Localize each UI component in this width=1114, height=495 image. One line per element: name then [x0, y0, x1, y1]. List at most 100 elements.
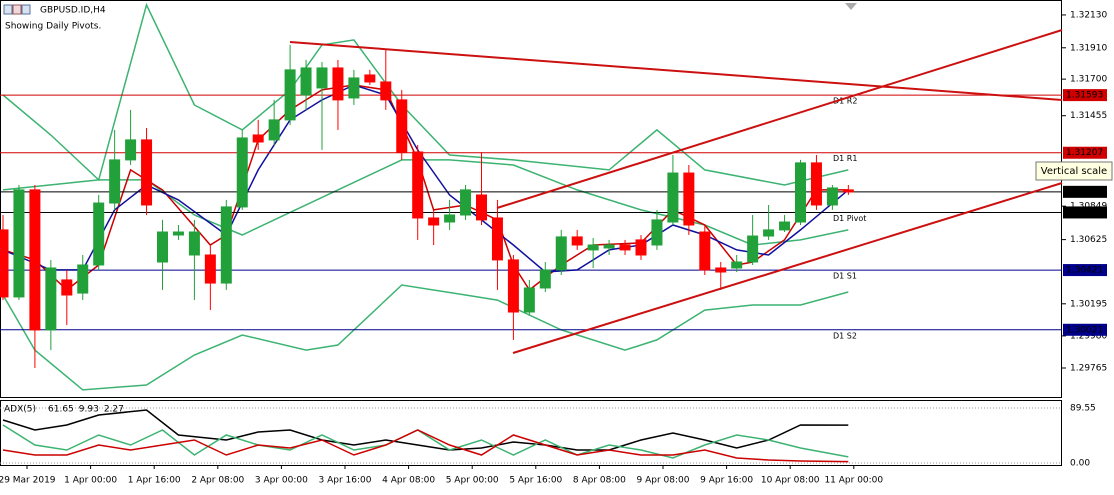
candle-body: [779, 221, 791, 231]
candle-body: [491, 217, 503, 261]
price-panel: [0, 0, 1062, 398]
tooltip: Vertical scale: [1035, 161, 1113, 181]
candle-body: [428, 217, 440, 226]
x-tick-label: 3 Apr 00:00: [255, 476, 308, 486]
x-tick-label: 9 Apr 16:00: [700, 476, 753, 486]
y-tick-label: 1.31700: [1070, 75, 1107, 85]
candle-body: [348, 77, 360, 99]
tooltip-text: Vertical scale: [1041, 166, 1107, 177]
candle-body: [268, 119, 280, 141]
x-tick-label: 29 Mar 2019: [0, 476, 56, 486]
price-box-label: 1.31207: [1066, 148, 1103, 158]
y-tick-label: 1.30195: [1070, 299, 1107, 309]
candle-body: [284, 69, 296, 121]
candle-body: [77, 264, 89, 294]
x-tick-label: 3 Apr 16:00: [319, 476, 372, 486]
candle-body: [172, 231, 184, 236]
candle-body: [731, 261, 743, 269]
candle-body: [523, 287, 535, 313]
adx-tick-label: 0.00: [1070, 459, 1090, 469]
candle-body: [364, 74, 376, 83]
candle-body: [300, 67, 312, 96]
price-box-label: 1.30421: [1066, 266, 1103, 276]
candle-body: [45, 267, 57, 331]
pivot-label: D1 S2: [833, 331, 857, 340]
x-tick-label: 1 Apr 00:00: [64, 476, 117, 486]
candle-body: [826, 187, 838, 206]
candle-body: [13, 189, 25, 298]
candle-body: [61, 279, 73, 296]
candle-body: [667, 172, 679, 223]
candle-body: [603, 244, 615, 249]
candle-body: [699, 231, 711, 271]
adx-value: 2.27: [104, 405, 124, 415]
x-tick-label: 2 Apr 08:00: [191, 476, 244, 486]
pivot-label: D1 R2: [833, 97, 857, 106]
pivot-note: Showing Daily Pivots.: [5, 22, 101, 32]
indicator-panel: [0, 400, 1062, 466]
indicator-line: [2, 284, 849, 391]
candle-body: [109, 159, 121, 204]
x-tick-label: 10 Apr 08:00: [761, 476, 820, 486]
adx-value: 9.93: [79, 405, 99, 415]
candle-body: [555, 236, 567, 271]
indicator-line: [2, 2, 849, 186]
candle-body: [332, 67, 344, 101]
x-tick-label: 9 Apr 08:00: [637, 476, 690, 486]
price-box: [1063, 146, 1107, 159]
candle-body: [157, 231, 168, 263]
candle-body: [571, 236, 583, 246]
candle-body: [29, 189, 41, 331]
candle-body: [93, 202, 105, 266]
candle-body: [380, 81, 392, 101]
pivot-label: D1 Pivot: [833, 214, 866, 223]
x-tick-label: 5 Apr 16:00: [509, 476, 562, 486]
x-tick-label: 5 Apr 00:00: [446, 476, 499, 486]
candle-body: [396, 99, 408, 153]
candle-body: [141, 139, 153, 206]
candle-body: [747, 235, 759, 263]
candle-body: [204, 254, 216, 284]
y-tick-label: 1.31455: [1070, 111, 1107, 121]
price-box: [1063, 89, 1107, 102]
candle-body: [316, 67, 328, 89]
candle-body: [635, 239, 647, 256]
x-tick-label: 11 Apr 00:00: [824, 476, 883, 486]
adx-value: 61.65: [48, 405, 74, 415]
candle-body: [763, 229, 775, 237]
shift-marker: [845, 3, 857, 10]
pivot-label: D1 R1: [833, 154, 857, 163]
price-box: [1063, 264, 1107, 277]
x-tick-label: 1 Apr 16:00: [128, 476, 181, 486]
candle-body: [810, 162, 822, 206]
candle-body: [188, 231, 200, 256]
candle-body: [220, 206, 232, 284]
candle-body: [0, 229, 9, 298]
candle-body: [651, 219, 663, 246]
candle-body: [842, 189, 854, 193]
price-box-label: 1.30807: [1066, 208, 1103, 218]
candle-body: [252, 134, 264, 143]
candle-body: [587, 244, 599, 251]
y-tick-label: 1.31910: [1070, 43, 1107, 53]
candle-body: [236, 137, 248, 208]
candle-body: [476, 194, 487, 221]
candle-body: [507, 259, 519, 313]
price-box: [1063, 185, 1107, 198]
indicator-line: [2, 429, 849, 463]
y-tick-label: 1.30625: [1070, 235, 1107, 245]
price-box-label: 1.30021: [1066, 325, 1103, 335]
y-tick-label: 1.29980: [1070, 331, 1107, 341]
price-box-label: 1.30945: [1066, 187, 1103, 197]
y-tick-label: 1.29765: [1070, 363, 1107, 373]
candle-body: [795, 162, 806, 223]
candle-body: [444, 214, 456, 223]
candle-body: [539, 269, 551, 289]
trendline: [289, 41, 1063, 101]
x-tick-label: 4 Apr 08:00: [382, 476, 435, 486]
price-box-label: 1.31593: [1066, 91, 1103, 101]
candle-body: [715, 267, 727, 273]
price-box: [1063, 323, 1107, 336]
trendline: [512, 182, 1063, 354]
